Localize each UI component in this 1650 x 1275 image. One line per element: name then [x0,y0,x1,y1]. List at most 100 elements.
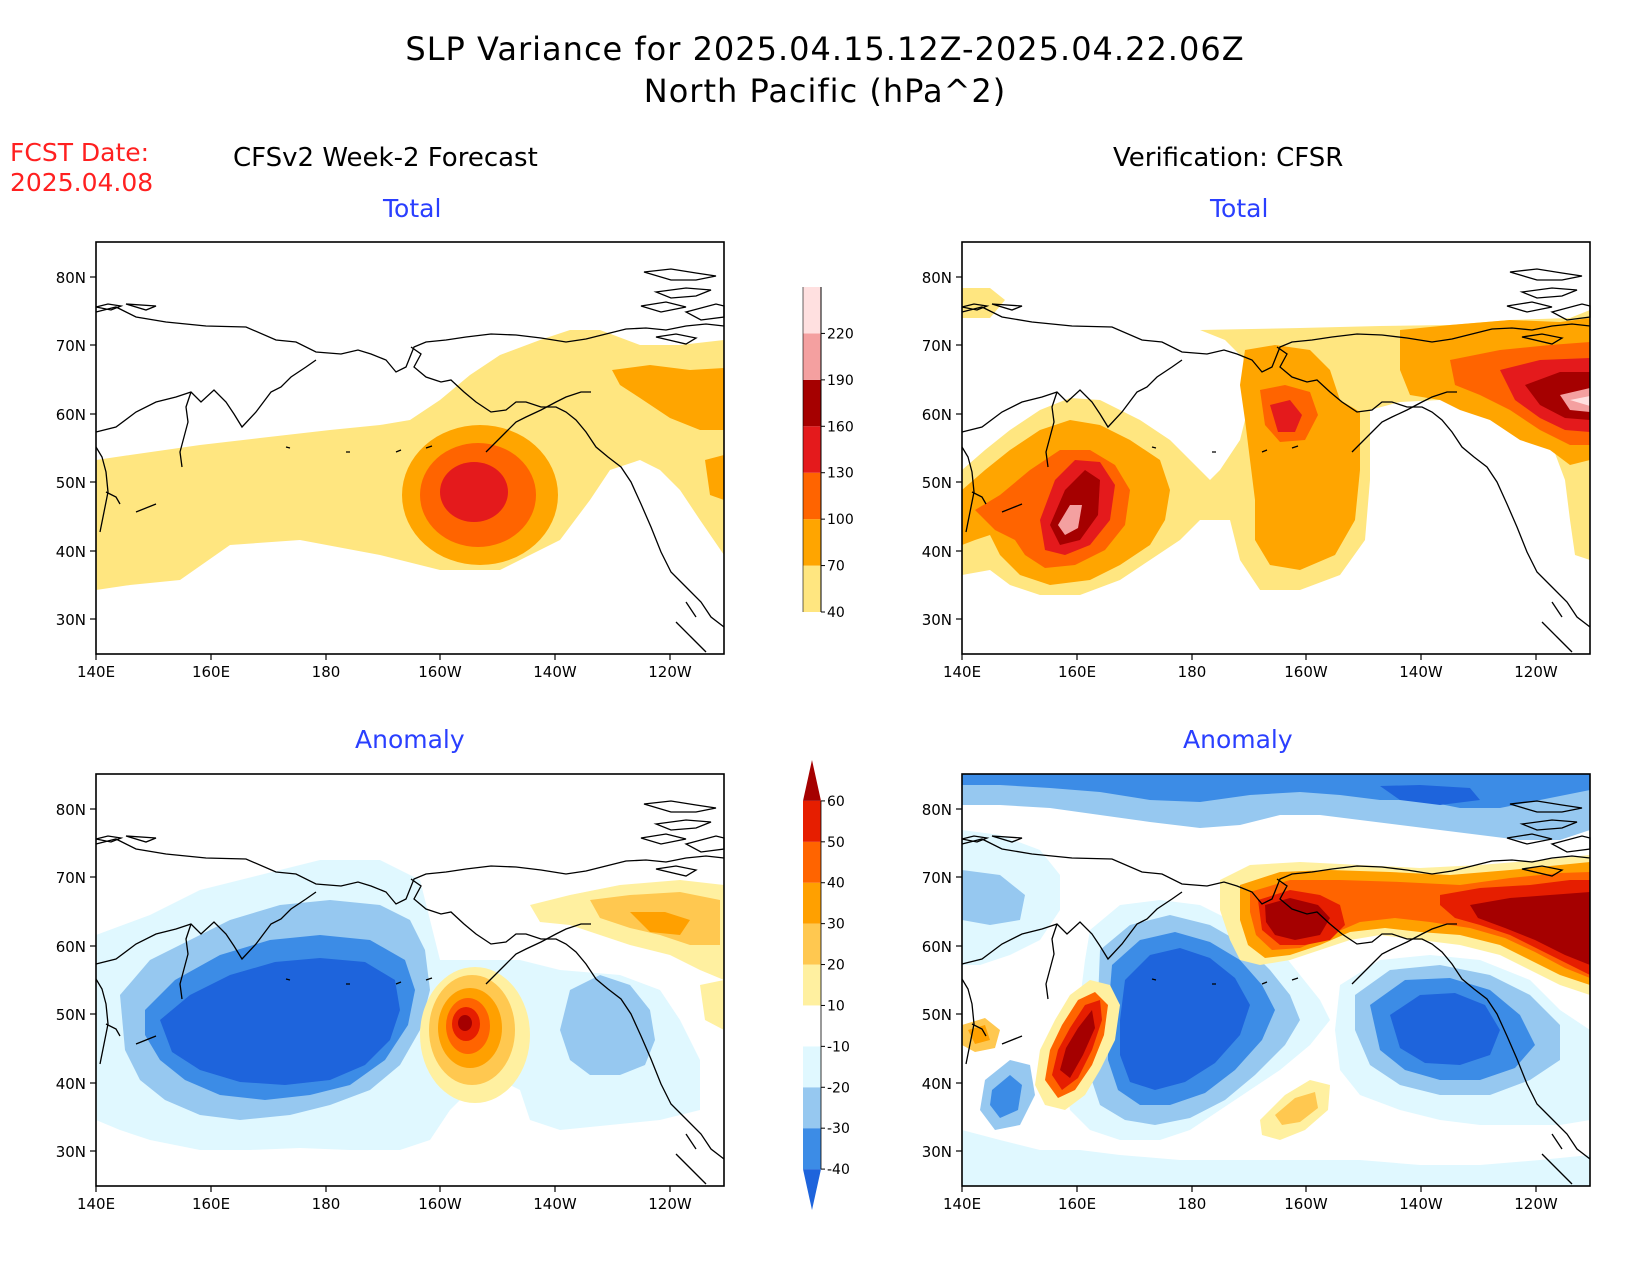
forecast-total-panel [95,241,725,655]
forecast-anomaly-panel [95,773,725,1187]
colorbar-swatch [803,800,821,842]
colorbar-swatch [803,882,821,924]
forecast-anomaly-label: Anomaly [355,725,465,754]
verification-total-panel [961,241,1591,655]
colorbar-swatch [803,1087,821,1129]
verification-anomaly-panel [961,773,1591,1187]
colorbar-tick-label: 20 [827,958,845,974]
latitude-label: 30N [56,611,86,629]
colorbar-tick-label: -40 [827,1162,850,1178]
colorbar-tick-label: 100 [827,512,854,528]
latitude-label: 80N [922,269,952,287]
longitude-label: 140W [1399,663,1443,681]
verification-anomaly-label: Anomaly [1183,725,1293,754]
colorbar-tick-label: 30 [827,917,845,933]
longitude-label: 180 [312,663,341,681]
colorbar-swatch [803,1128,821,1170]
forecast-date-label: FCST Date: [10,138,150,167]
latitude-label: 40N [922,543,952,561]
longitude-label: 160E [1058,663,1096,681]
longitude-label: 140W [533,1195,577,1213]
longitude-label: 180 [312,1195,341,1213]
longitude-label: 140E [77,1195,115,1213]
longitude-label: 140W [533,663,577,681]
latitude-label: 70N [922,337,952,355]
colorbar-tick-label: 10 [827,998,845,1014]
colorbar-tick-label: 70 [827,559,845,575]
colorbar-swatch [803,565,821,612]
latitude-label: 40N [56,1075,86,1093]
colorbar-swatch [803,923,821,965]
colorbar-swatch [803,760,821,801]
longitude-label: 160E [192,1195,230,1213]
latitude-label: 80N [56,801,86,819]
latitude-label: 50N [922,474,952,492]
colorbar-swatch [803,287,821,334]
colorbar-tick-label: 50 [827,835,845,851]
colorbar-swatch [803,472,821,520]
colorbar-tick-label: 220 [827,326,854,342]
forecast-column-title: CFSv2 Week-2 Forecast [233,143,538,173]
longitude-label: 120W [648,663,692,681]
longitude-label: 140E [77,663,115,681]
longitude-label: 120W [648,1195,692,1213]
forecast-date-value: 2025.04.08 [10,168,154,197]
latitude-label: 60N [56,406,86,424]
longitude-label: 160W [418,1195,462,1213]
colorbar-tick-label: -20 [827,1080,850,1096]
longitude-label: 160W [418,663,462,681]
verification-total-label: Total [1210,194,1269,223]
colorbar-swatch [803,841,821,883]
longitude-label: 140E [943,663,981,681]
latitude-label: 80N [922,801,952,819]
forecast-total-label: Total [383,194,442,223]
longitude-label: 120W [1514,663,1558,681]
colorbar-swatch [803,333,821,380]
colorbar-swatch [803,1005,821,1047]
colorbar-tick-label: 40 [827,605,845,621]
latitude-label: 40N [922,1075,952,1093]
latitude-label: 60N [922,938,952,956]
longitude-label: 140W [1399,1195,1443,1213]
latitude-label: 60N [922,406,952,424]
latitude-label: 50N [56,474,86,492]
latitude-label: 30N [922,1143,952,1161]
colorbar-tick-label: 190 [827,373,854,389]
colorbar-tick-label: 40 [827,876,845,892]
latitude-label: 80N [56,269,86,287]
anomaly-colorbar: -40 -30 -20 -10 10 20 30 40 50 60 [803,760,850,1210]
longitude-label: 160E [1058,1195,1096,1213]
latitude-label: 70N [56,869,86,887]
total-colorbar: 40 70 100 130 160 190 220 [802,287,854,621]
forecast-date-block: FCST Date: 2025.04.08 [10,138,153,198]
latitude-label: 50N [56,1006,86,1024]
main-subtitle: North Pacific (hPa^2) [643,72,1007,110]
colorbar-tick-label: 60 [827,794,845,810]
colorbar-swatch [803,1046,821,1088]
colorbar-swatch [803,964,821,1006]
longitude-label: 160W [1284,1195,1328,1213]
colorbar-tick-label: -30 [827,1121,850,1137]
longitude-label: 160E [192,663,230,681]
latitude-label: 70N [56,337,86,355]
colorbar-swatch [803,1169,821,1210]
longitude-label: 160W [1284,663,1328,681]
latitude-label: 60N [56,938,86,956]
colorbar-swatch [803,379,821,427]
longitude-label: 180 [1178,1195,1207,1213]
colorbar-swatch [803,519,821,566]
latitude-label: 50N [922,1006,952,1024]
latitude-label: 40N [56,543,86,561]
longitude-label: 120W [1514,1195,1558,1213]
colorbar-tick-label: 160 [827,419,854,435]
longitude-label: 180 [1178,663,1207,681]
colorbar-swatch [803,426,821,473]
latitude-label: 30N [922,611,952,629]
colorbar-tick-label: -10 [827,1039,850,1055]
latitude-label: 70N [922,869,952,887]
colorbar-tick-label: 130 [827,466,854,482]
verification-column-title: Verification: CFSR [1113,143,1344,173]
longitude-label: 140E [943,1195,981,1213]
latitude-label: 30N [56,1143,86,1161]
